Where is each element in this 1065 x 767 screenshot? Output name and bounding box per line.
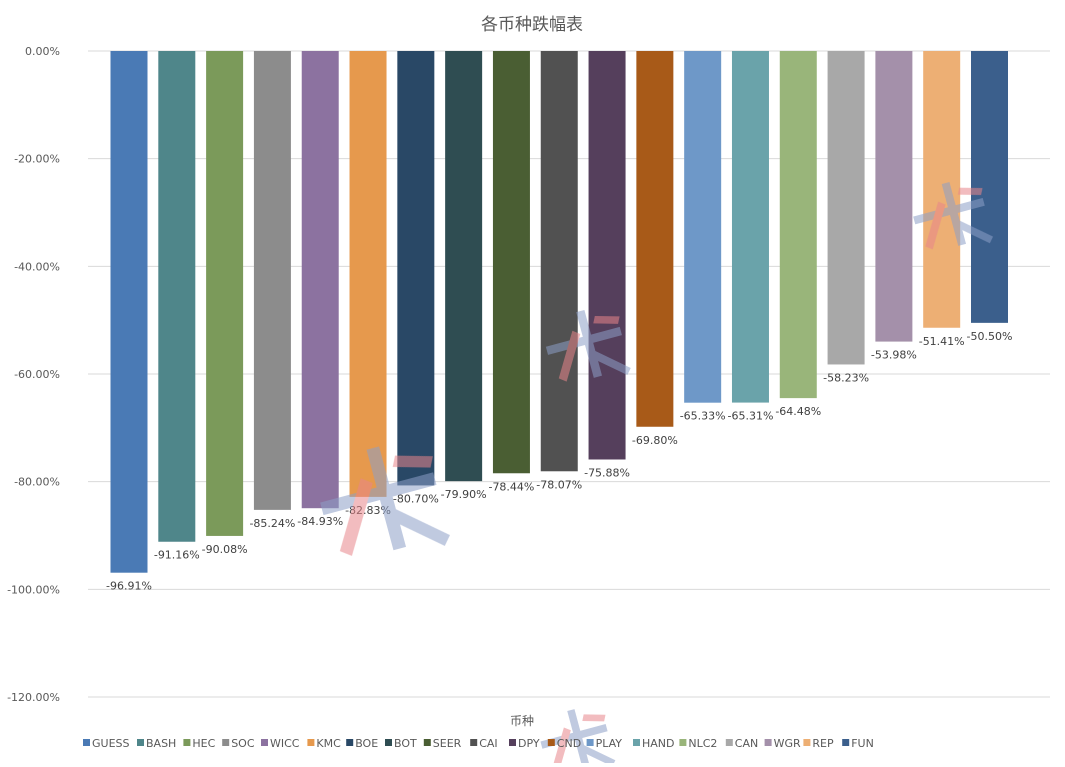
bar-bot: [445, 51, 483, 482]
data-label-guess: -96.91%: [106, 580, 152, 593]
legend-swatch-wgr: [764, 739, 772, 746]
data-label-cnd: -69.80%: [632, 434, 678, 447]
bar-play: [684, 51, 722, 403]
watermark-mark: [913, 182, 994, 250]
legend-label-guess: GUESS: [92, 737, 130, 750]
legend-label-cnd: CND: [557, 737, 581, 750]
legend-swatch-play: [586, 739, 594, 746]
legend-label-fun: FUN: [851, 737, 874, 750]
data-labels: -96.91%-91.16% -90.08%-85.24% -84.93%-82.8…: [106, 330, 1012, 593]
legend-label-cai: CAI: [479, 737, 497, 750]
legend-swatch-guess: [83, 739, 90, 746]
legend-label-play: PLAY: [596, 737, 623, 750]
legend-label-bash: BASH: [146, 737, 176, 750]
legend-swatch-boe: [346, 739, 354, 746]
data-label-hec: -90.08%: [202, 543, 248, 556]
bar-nlc2: [779, 51, 817, 399]
y-axis-tick-labels: 0.00% -20.00% -40.00% -60.00% -80.00% -100.00…: [7, 45, 60, 704]
legend-label-nlc2: NLC2: [688, 737, 717, 750]
bar-seer: [492, 51, 530, 474]
watermark-mark: [540, 709, 616, 767]
y-tick-label: -100.00%: [7, 583, 60, 596]
bar-guess: [110, 51, 148, 573]
legend-swatch-can: [725, 739, 733, 746]
legend-swatch-kmc: [307, 739, 315, 746]
bar-rep: [923, 51, 961, 328]
legend-label-hand: HAND: [642, 737, 675, 750]
bar-soc: [253, 51, 291, 510]
data-label-bash: -91.16%: [154, 549, 200, 562]
legend-label-wgr: WGR: [774, 737, 801, 750]
legend-label-hec: HEC: [192, 737, 215, 750]
data-label-seer: -78.44%: [488, 480, 534, 493]
data-label-wgr: -53.98%: [871, 349, 917, 362]
legend-swatch-cnd: [547, 739, 555, 746]
legend-swatch-soc: [222, 739, 230, 746]
y-tick-label: -40.00%: [14, 260, 60, 273]
legend-label-boe: BOE: [355, 737, 378, 750]
data-label-dpy: -75.88%: [584, 466, 630, 479]
legend-label-wicc: WICC: [270, 737, 300, 750]
bar-boe: [397, 51, 435, 486]
legend-label-can: CAN: [735, 737, 758, 750]
bar-hec: [206, 51, 244, 536]
legend-swatch-seer: [423, 739, 431, 746]
legend-swatch-nlc2: [679, 739, 687, 746]
watermark-mark: [545, 309, 631, 382]
x-axis-title: 币种: [510, 714, 534, 728]
y-tick-label: -20.00%: [14, 153, 60, 166]
bar-fun: [971, 51, 1008, 323]
data-label-bot: -79.90%: [441, 488, 487, 501]
legend-label-soc: SOC: [231, 737, 255, 750]
watermark-mark: [320, 446, 450, 556]
data-label-rep: -51.41%: [919, 335, 965, 348]
legend: GUESS BASH HEC SOC WICC KMC BOE BOT SEER CAI DPY CN…: [83, 737, 874, 750]
data-label-cai: -78.07%: [536, 478, 582, 491]
data-label-nlc2: -64.48%: [775, 405, 821, 418]
legend-swatch-rep: [803, 739, 811, 746]
bar-bash: [158, 51, 196, 542]
bar-hand: [731, 51, 769, 403]
legend-swatch-cai: [470, 739, 478, 746]
legend-swatch-hand: [633, 739, 640, 746]
legend-label-seer: SEER: [433, 737, 462, 750]
legend-label-rep: REP: [812, 737, 834, 750]
bar-dpy: [588, 51, 626, 460]
legend-label-kmc: KMC: [316, 737, 341, 750]
legend-swatch-bot: [385, 739, 392, 746]
legend-label-bot: BOT: [394, 737, 417, 750]
bar-wicc: [301, 51, 339, 509]
legend-label-dpy: DPY: [518, 737, 540, 750]
bar-cnd: [636, 51, 674, 427]
legend-swatch-bash: [137, 739, 144, 746]
data-label-soc: -85.24%: [249, 517, 295, 530]
y-tick-label: -80.00%: [14, 476, 60, 489]
bars: [110, 51, 1008, 573]
legend-swatch-fun: [842, 739, 850, 746]
bar-wgr: [875, 51, 913, 342]
legend-swatch-wicc: [261, 739, 268, 746]
data-label-hand: -65.31%: [728, 410, 774, 423]
legend-swatch-hec: [183, 739, 191, 746]
data-label-play: -65.33%: [680, 410, 726, 423]
y-tick-label: 0.00%: [25, 45, 60, 58]
data-label-boe: -80.70%: [393, 492, 439, 505]
watermark-logo: [320, 182, 994, 767]
bar-cai: [540, 51, 578, 472]
y-tick-label: -60.00%: [14, 368, 60, 381]
data-label-can: -58.23%: [823, 371, 869, 384]
bar-kmc: [349, 51, 387, 497]
legend-swatch-dpy: [509, 739, 516, 746]
y-tick-label: -120.00%: [7, 691, 60, 704]
data-label-wicc: -84.93%: [297, 515, 343, 528]
chart-title: 各币种跌幅表: [481, 15, 583, 35]
bar-can: [827, 51, 865, 365]
data-label-fun: -50.50%: [967, 330, 1013, 343]
